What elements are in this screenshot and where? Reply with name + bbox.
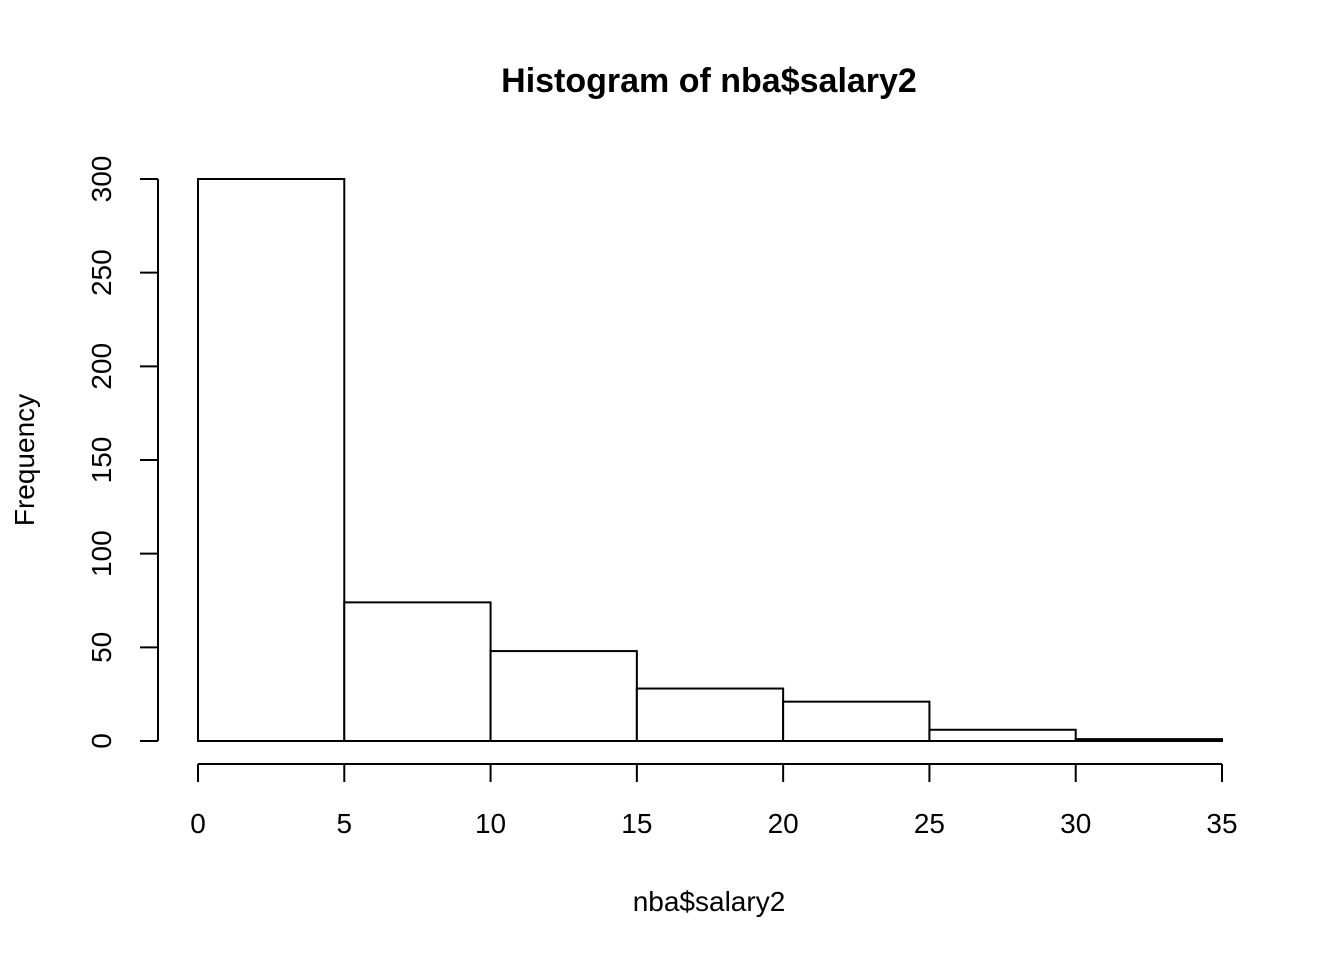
x-axis: 0 5 10 15 20 25 30 35	[190, 763, 1238, 839]
y-tick-label-0: 0	[86, 733, 117, 749]
histogram-bar-3	[635, 687, 785, 743]
x-tick-label-4: 20	[768, 808, 799, 839]
histogram-bar-0	[197, 178, 346, 742]
x-tick-label-1: 5	[336, 808, 352, 839]
x-tick-label-7: 35	[1206, 808, 1237, 839]
x-tick-label-3: 15	[621, 808, 652, 839]
x-tick-label-2: 10	[475, 808, 506, 839]
histogram-bar-2	[489, 650, 638, 743]
histogram-bar-5	[928, 728, 1077, 743]
y-axis-label: Frequency	[9, 394, 40, 526]
histogram-bar-6	[1074, 738, 1223, 742]
y-tick-label-2: 100	[86, 530, 117, 577]
bars-group	[197, 178, 1223, 743]
y-tick-label-6: 300	[86, 156, 117, 203]
y-tick-label-5: 250	[86, 249, 117, 296]
y-tick-label-1: 50	[86, 632, 117, 663]
histogram-bar-4	[782, 700, 931, 742]
x-tick-label-6: 30	[1060, 808, 1091, 839]
x-tick-label-5: 25	[914, 808, 945, 839]
y-tick-label-3: 150	[86, 437, 117, 484]
x-tick-label-0: 0	[190, 808, 206, 839]
y-tick-label-4: 200	[86, 343, 117, 390]
histogram-bar-1	[343, 601, 492, 743]
y-axis: 0 50 100 150 200 250 300	[86, 156, 159, 749]
chart-title: Histogram of nba$salary2	[501, 62, 917, 100]
x-axis-label: nba$salary2	[633, 886, 786, 917]
